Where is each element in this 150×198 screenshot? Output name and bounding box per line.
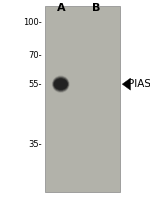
Text: 35-: 35- bbox=[28, 140, 42, 149]
Ellipse shape bbox=[54, 79, 68, 89]
Text: 70-: 70- bbox=[28, 51, 42, 60]
Ellipse shape bbox=[52, 76, 69, 92]
Text: 55-: 55- bbox=[28, 80, 42, 89]
Ellipse shape bbox=[54, 79, 68, 89]
Polygon shape bbox=[122, 78, 130, 90]
Ellipse shape bbox=[53, 77, 69, 91]
Text: 100-: 100- bbox=[23, 18, 42, 27]
Text: B: B bbox=[92, 3, 100, 13]
Text: A: A bbox=[57, 3, 66, 13]
Ellipse shape bbox=[53, 78, 68, 90]
Bar bbox=[45, 6, 120, 192]
Text: PIAS4: PIAS4 bbox=[128, 79, 150, 89]
Ellipse shape bbox=[52, 75, 70, 93]
